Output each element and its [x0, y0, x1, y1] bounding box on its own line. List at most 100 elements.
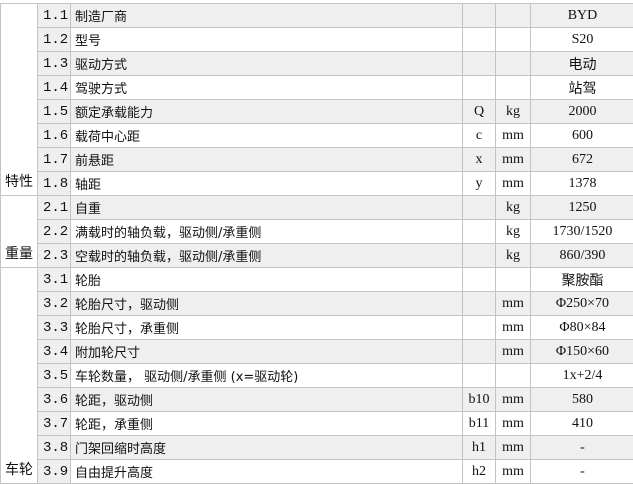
item-number: 3.3 — [38, 316, 71, 340]
item-number: 3.5 — [38, 364, 71, 388]
item-number: 3.9 — [38, 460, 71, 484]
item-symbol: b10 — [463, 388, 496, 412]
item-value: BYD — [531, 4, 633, 28]
item-value: 2000 — [531, 100, 633, 124]
item-number: 1.7 — [38, 148, 71, 172]
item-number: 1.3 — [38, 52, 71, 76]
item-symbol — [463, 220, 496, 244]
item-unit: mm — [496, 148, 531, 172]
item-name: 轴距 — [71, 172, 463, 196]
item-number: 3.2 — [38, 292, 71, 316]
item-symbol: x — [463, 148, 496, 172]
item-unit: mm — [496, 460, 531, 484]
item-name: 自重 — [71, 196, 463, 220]
item-name: 额定承载能力 — [71, 100, 463, 124]
item-value: 电动 — [531, 52, 633, 76]
category-cell: 车轮 — [1, 268, 38, 484]
item-value: 站驾 — [531, 76, 633, 100]
item-name: 轮胎 — [71, 268, 463, 292]
item-symbol — [463, 292, 496, 316]
item-value: 聚胺酯 — [531, 268, 633, 292]
item-name: 前悬距 — [71, 148, 463, 172]
item-unit: mm — [496, 412, 531, 436]
item-name: 轮距，承重侧 — [71, 412, 463, 436]
item-symbol: h2 — [463, 460, 496, 484]
item-value: 860/390 — [531, 244, 633, 268]
item-symbol: Q — [463, 100, 496, 124]
item-number: 3.6 — [38, 388, 71, 412]
item-number: 2.3 — [38, 244, 71, 268]
item-number: 1.4 — [38, 76, 71, 100]
item-name: 制造厂商 — [71, 4, 463, 28]
item-symbol — [463, 76, 496, 100]
item-value: 410 — [531, 412, 633, 436]
item-unit — [496, 76, 531, 100]
item-name: 车轮数量， 驱动侧/承重侧 (x=驱动轮) — [71, 364, 463, 388]
item-value: Φ80×84 — [531, 316, 633, 340]
item-symbol — [463, 28, 496, 52]
item-unit: mm — [496, 172, 531, 196]
item-value: 672 — [531, 148, 633, 172]
item-name: 附加轮尺寸 — [71, 340, 463, 364]
item-number: 2.1 — [38, 196, 71, 220]
item-value: 580 — [531, 388, 633, 412]
item-unit: kg — [496, 220, 531, 244]
item-name: 门架回缩时高度 — [71, 436, 463, 460]
item-unit — [496, 364, 531, 388]
item-name: 型号 — [71, 28, 463, 52]
item-symbol — [463, 268, 496, 292]
item-unit: kg — [496, 100, 531, 124]
item-value: Φ250×70 — [531, 292, 633, 316]
item-unit: mm — [496, 292, 531, 316]
item-number: 1.8 — [38, 172, 71, 196]
item-value: 1730/1520 — [531, 220, 633, 244]
item-symbol — [463, 244, 496, 268]
item-value: - — [531, 436, 633, 460]
item-name: 轮距，驱动侧 — [71, 388, 463, 412]
item-number: 1.6 — [38, 124, 71, 148]
item-symbol: c — [463, 124, 496, 148]
item-unit: mm — [496, 124, 531, 148]
item-symbol: h1 — [463, 436, 496, 460]
item-symbol: b11 — [463, 412, 496, 436]
item-number: 2.2 — [38, 220, 71, 244]
item-number: 3.8 — [38, 436, 71, 460]
item-name: 空载时的轴负载，驱动侧/承重侧 — [71, 244, 463, 268]
item-name: 满载时的轴负载，驱动侧/承重侧 — [71, 220, 463, 244]
item-symbol — [463, 364, 496, 388]
item-value: 1x+2/4 — [531, 364, 633, 388]
item-number: 3.7 — [38, 412, 71, 436]
item-unit: kg — [496, 196, 531, 220]
item-unit — [496, 28, 531, 52]
item-unit: mm — [496, 388, 531, 412]
item-number: 3.1 — [38, 268, 71, 292]
item-name: 轮胎尺寸，承重侧 — [71, 316, 463, 340]
item-number: 1.2 — [38, 28, 71, 52]
item-symbol — [463, 316, 496, 340]
item-name: 驾驶方式 — [71, 76, 463, 100]
item-value: S20 — [531, 28, 633, 52]
item-unit — [496, 52, 531, 76]
item-symbol — [463, 340, 496, 364]
category-cell: 特性 — [1, 4, 38, 196]
item-symbol — [463, 196, 496, 220]
item-unit: mm — [496, 340, 531, 364]
item-value: 1378 — [531, 172, 633, 196]
